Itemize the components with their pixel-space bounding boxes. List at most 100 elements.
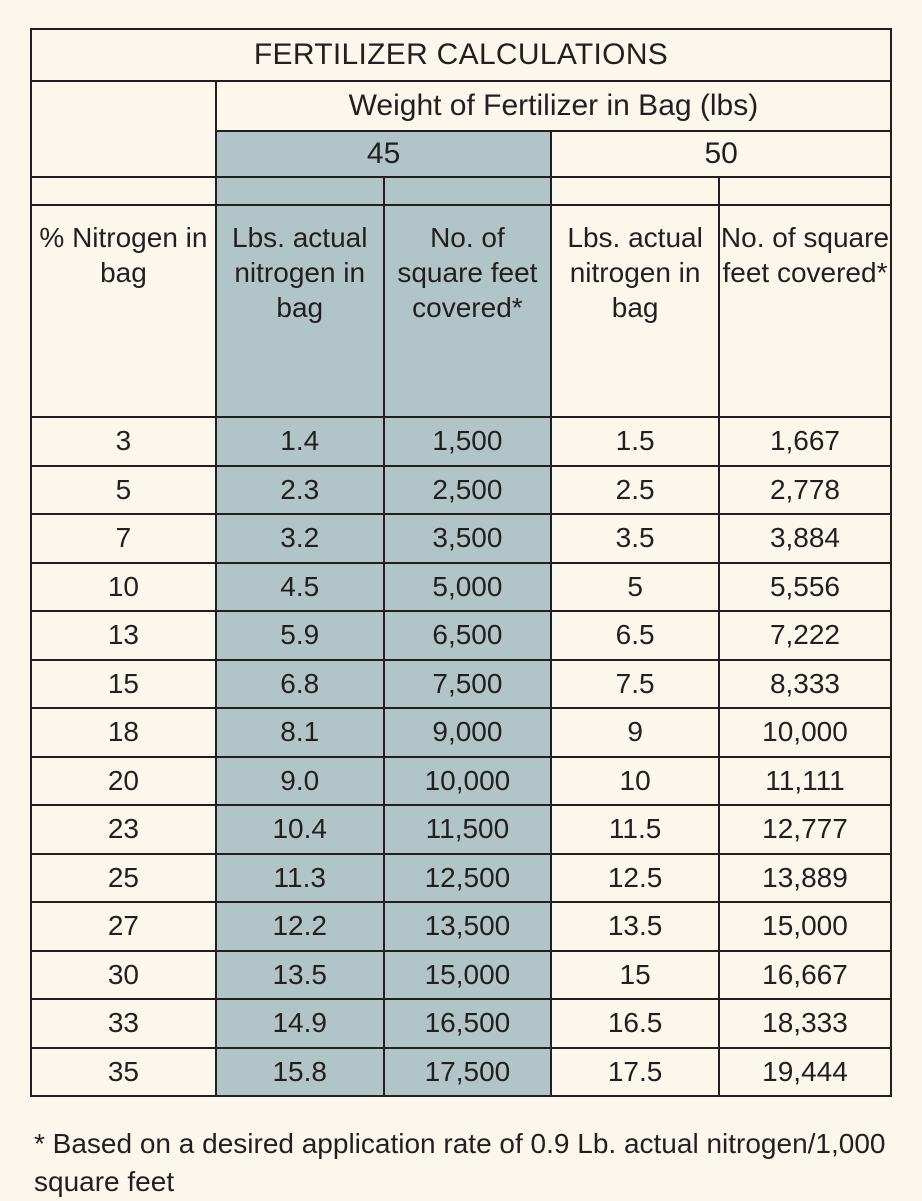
cell-lbs_actual_50: 5	[551, 563, 719, 612]
cell-sqft_45: 1,500	[384, 417, 552, 466]
cell-nitrogen_pct: 3	[31, 417, 216, 466]
cell-sqft_50: 7,222	[719, 611, 891, 660]
cell-nitrogen_pct: 13	[31, 611, 216, 660]
cell-nitrogen_pct: 18	[31, 708, 216, 757]
cell-sqft_45: 17,500	[384, 1048, 552, 1097]
cell-nitrogen_pct: 15	[31, 660, 216, 709]
cell-nitrogen_pct: 27	[31, 902, 216, 951]
table-row: 2310.411,50011.512,777	[31, 805, 891, 854]
title-row: FERTILIZER CALCULATIONS	[31, 29, 891, 81]
cell-lbs_actual_45: 4.5	[216, 563, 384, 612]
cell-nitrogen_pct: 10	[31, 563, 216, 612]
table-row: 156.87,5007.58,333	[31, 660, 891, 709]
column-header-row: % Nitrogen in bag Lbs. actual nitrogen i…	[31, 205, 891, 417]
spacer-row	[31, 177, 891, 205]
weight-50: 50	[551, 131, 891, 177]
table-row: 188.19,000910,000	[31, 708, 891, 757]
cell-sqft_45: 13,500	[384, 902, 552, 951]
cell-lbs_actual_50: 13.5	[551, 902, 719, 951]
col-header-sqft-50: No. of square feet covered*	[719, 205, 891, 417]
blank-top-left	[31, 81, 216, 177]
cell-lbs_actual_45: 12.2	[216, 902, 384, 951]
cell-lbs_actual_50: 11.5	[551, 805, 719, 854]
cell-sqft_45: 3,500	[384, 514, 552, 563]
spacer-cell	[719, 177, 891, 205]
cell-sqft_45: 16,500	[384, 999, 552, 1048]
table-row: 2712.213,50013.515,000	[31, 902, 891, 951]
cell-nitrogen_pct: 25	[31, 854, 216, 903]
cell-lbs_actual_45: 2.3	[216, 466, 384, 515]
cell-sqft_50: 16,667	[719, 951, 891, 1000]
cell-nitrogen_pct: 35	[31, 1048, 216, 1097]
cell-lbs_actual_50: 12.5	[551, 854, 719, 903]
cell-lbs_actual_50: 16.5	[551, 999, 719, 1048]
cell-sqft_50: 11,111	[719, 757, 891, 806]
spacer-cell	[216, 177, 384, 205]
cell-lbs_actual_50: 9	[551, 708, 719, 757]
cell-nitrogen_pct: 23	[31, 805, 216, 854]
cell-lbs_actual_50: 1.5	[551, 417, 719, 466]
fertilizer-table: FERTILIZER CALCULATIONS Weight of Fertil…	[30, 28, 892, 1097]
cell-sqft_45: 10,000	[384, 757, 552, 806]
table-row: 135.96,5006.57,222	[31, 611, 891, 660]
cell-lbs_actual_50: 3.5	[551, 514, 719, 563]
cell-lbs_actual_45: 9.0	[216, 757, 384, 806]
cell-sqft_50: 19,444	[719, 1048, 891, 1097]
cell-sqft_45: 7,500	[384, 660, 552, 709]
footnote: * Based on a desired application rate of…	[30, 1125, 892, 1201]
cell-lbs_actual_50: 2.5	[551, 466, 719, 515]
table-row: 31.41,5001.51,667	[31, 417, 891, 466]
cell-lbs_actual_45: 6.8	[216, 660, 384, 709]
weight-45: 45	[216, 131, 551, 177]
cell-sqft_50: 1,667	[719, 417, 891, 466]
cell-sqft_50: 3,884	[719, 514, 891, 563]
table-row: 209.010,0001011,111	[31, 757, 891, 806]
cell-sqft_50: 13,889	[719, 854, 891, 903]
cell-sqft_50: 12,777	[719, 805, 891, 854]
cell-lbs_actual_45: 1.4	[216, 417, 384, 466]
cell-sqft_50: 2,778	[719, 466, 891, 515]
table-row: 3515.817,50017.519,444	[31, 1048, 891, 1097]
cell-nitrogen_pct: 7	[31, 514, 216, 563]
cell-sqft_50: 10,000	[719, 708, 891, 757]
cell-lbs_actual_50: 17.5	[551, 1048, 719, 1097]
table-row: 73.23,5003.53,884	[31, 514, 891, 563]
group-header-row: Weight of Fertilizer in Bag (lbs)	[31, 81, 891, 131]
cell-lbs_actual_45: 3.2	[216, 514, 384, 563]
cell-lbs_actual_45: 13.5	[216, 951, 384, 1000]
table-title: FERTILIZER CALCULATIONS	[31, 29, 891, 81]
cell-sqft_45: 12,500	[384, 854, 552, 903]
cell-lbs_actual_50: 10	[551, 757, 719, 806]
cell-sqft_50: 8,333	[719, 660, 891, 709]
weight-group-header: Weight of Fertilizer in Bag (lbs)	[216, 81, 891, 131]
cell-sqft_45: 2,500	[384, 466, 552, 515]
table-row: 104.55,00055,556	[31, 563, 891, 612]
cell-lbs_actual_45: 10.4	[216, 805, 384, 854]
cell-lbs_actual_50: 6.5	[551, 611, 719, 660]
cell-nitrogen_pct: 30	[31, 951, 216, 1000]
col-header-lbs-45: Lbs. actual nitrogen in bag	[216, 205, 384, 417]
page: FERTILIZER CALCULATIONS Weight of Fertil…	[0, 0, 922, 1200]
col-header-lbs-50: Lbs. actual nitrogen in bag	[551, 205, 719, 417]
cell-sqft_45: 9,000	[384, 708, 552, 757]
cell-sqft_45: 11,500	[384, 805, 552, 854]
table-row: 3314.916,50016.518,333	[31, 999, 891, 1048]
col-header-sqft-45: No. of square feet covered*	[384, 205, 552, 417]
cell-lbs_actual_45: 11.3	[216, 854, 384, 903]
spacer-cell	[31, 177, 216, 205]
cell-lbs_actual_50: 15	[551, 951, 719, 1000]
table-row: 2511.312,50012.513,889	[31, 854, 891, 903]
spacer-cell	[551, 177, 719, 205]
cell-sqft_45: 6,500	[384, 611, 552, 660]
cell-sqft_50: 15,000	[719, 902, 891, 951]
cell-nitrogen_pct: 20	[31, 757, 216, 806]
cell-lbs_actual_45: 14.9	[216, 999, 384, 1048]
cell-sqft_45: 15,000	[384, 951, 552, 1000]
cell-sqft_50: 18,333	[719, 999, 891, 1048]
cell-lbs_actual_45: 15.8	[216, 1048, 384, 1097]
cell-nitrogen_pct: 33	[31, 999, 216, 1048]
cell-nitrogen_pct: 5	[31, 466, 216, 515]
cell-sqft_45: 5,000	[384, 563, 552, 612]
spacer-cell	[384, 177, 552, 205]
cell-sqft_50: 5,556	[719, 563, 891, 612]
